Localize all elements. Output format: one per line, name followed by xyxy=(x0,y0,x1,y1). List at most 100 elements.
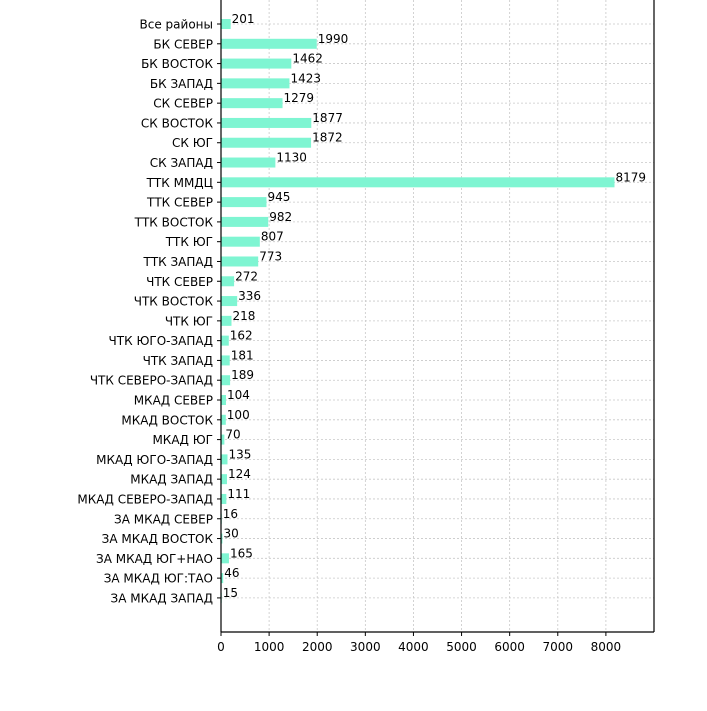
category-label: ЗА МКАД ЗАПАД xyxy=(111,591,214,605)
bar xyxy=(221,315,232,326)
bar xyxy=(221,296,238,307)
category-label: БК СЕВЕР xyxy=(153,37,213,51)
bar xyxy=(221,553,229,564)
bar-value-label: 1423 xyxy=(290,71,321,85)
category-label: ТТК СЕВЕР xyxy=(146,196,213,210)
category-label: ТТК ВОСТОК xyxy=(134,215,214,229)
bar-value-label: 218 xyxy=(232,309,255,323)
bar-value-label: 807 xyxy=(261,230,284,244)
x-tick-label: 6000 xyxy=(494,640,525,654)
bar xyxy=(221,375,231,386)
bar-value-label: 1872 xyxy=(312,131,343,145)
category-label: Все районы xyxy=(140,18,213,32)
bar xyxy=(221,256,259,267)
category-label: ЧТК ЗАПАД xyxy=(143,354,213,368)
category-label: ТТК ЗАПАД xyxy=(142,255,213,269)
bar-value-label: 135 xyxy=(228,447,251,461)
bar xyxy=(221,177,615,188)
category-label: СК ЮГ xyxy=(172,136,213,150)
bar xyxy=(221,414,226,425)
bar xyxy=(221,434,225,445)
category-label: МКАД ВОСТОК xyxy=(121,413,213,427)
bar-value-label: 104 xyxy=(227,388,250,402)
bar-value-label: 1877 xyxy=(312,111,343,125)
bar xyxy=(221,117,312,128)
x-tick-label: 0 xyxy=(217,640,225,654)
bar xyxy=(221,276,235,287)
bar-value-label: 100 xyxy=(227,408,250,422)
bar-value-label: 15 xyxy=(223,586,238,600)
bar-value-label: 272 xyxy=(235,269,258,283)
bar xyxy=(221,98,283,109)
bar xyxy=(221,78,290,89)
category-label: ЗА МКАД ВОСТОК xyxy=(102,532,214,546)
bar-value-label: 945 xyxy=(267,190,290,204)
bar-value-label: 124 xyxy=(228,467,251,481)
bar-value-label: 1990 xyxy=(318,32,349,46)
category-label: СК ЗАПАД xyxy=(150,156,213,170)
bar-value-label: 165 xyxy=(230,546,253,560)
category-label: МКАД ЗАПАД xyxy=(130,473,213,487)
category-label: ТТК ЮГ xyxy=(165,235,213,249)
bar xyxy=(221,216,269,227)
bar-value-label: 982 xyxy=(269,210,292,224)
bar xyxy=(221,38,317,49)
bar-value-label: 46 xyxy=(224,566,239,580)
bar xyxy=(221,19,231,29)
category-label: МКАД СЕВЕРО-ЗАПАД xyxy=(77,492,213,506)
category-label: ТТК ММДЦ xyxy=(146,176,213,190)
value-labels: 201 1990 1462 1423 1279 1877 1872 1130 8179 945 98… xyxy=(223,12,646,600)
x-tick-label: 8000 xyxy=(591,640,622,654)
x-tick-label: 5000 xyxy=(446,640,477,654)
bar-value-label: 1279 xyxy=(284,91,315,105)
bar xyxy=(221,197,267,208)
bar xyxy=(221,454,228,465)
x-tick-label: 3000 xyxy=(350,640,381,654)
category-labels: Все районы БК СЕВЕР БК ВОСТОК БК ЗАПАД СК СЕ… xyxy=(77,18,213,606)
category-label: ЧТК ВОСТОК xyxy=(134,295,214,309)
bar-value-label: 189 xyxy=(231,368,254,382)
bar-value-label: 201 xyxy=(232,12,255,26)
x-axis-ticks: 0 1000 2000 3000 4000 5000 6000 7000 8000 xyxy=(217,640,621,654)
bar xyxy=(221,355,230,366)
bars xyxy=(221,19,615,603)
category-label: БК ЗАПАД xyxy=(150,77,213,91)
bar-value-label: 8179 xyxy=(616,170,647,184)
bar-value-label: 181 xyxy=(231,348,254,362)
bar xyxy=(221,137,312,148)
bar-value-label: 336 xyxy=(238,289,261,303)
bar xyxy=(221,236,260,247)
axes xyxy=(217,0,655,636)
x-tick-label: 7000 xyxy=(543,640,574,654)
category-label: БК ВОСТОК xyxy=(141,57,213,71)
category-label: МКАД СЕВЕР xyxy=(134,394,213,408)
bar xyxy=(221,58,292,69)
category-label: ЗА МКАД ЮГ:ТАО xyxy=(104,572,213,586)
bar-value-label: 1462 xyxy=(292,52,323,66)
bar-value-label: 773 xyxy=(259,249,282,263)
bar-value-label: 70 xyxy=(225,428,240,442)
category-label: ЧТК ЮГО-ЗАПАД xyxy=(109,334,213,348)
bar xyxy=(221,573,224,584)
category-label: ЧТК СЕВЕР xyxy=(146,275,213,289)
category-label: ЗА МКАД ЮГ+НАО xyxy=(96,552,213,566)
x-tick-label: 2000 xyxy=(302,640,333,654)
category-label: СК СЕВЕР xyxy=(153,97,213,111)
bar-value-label: 30 xyxy=(223,527,238,541)
bar xyxy=(221,474,227,485)
bar xyxy=(221,157,276,168)
category-label: ЗА МКАД СЕВЕР xyxy=(114,512,213,526)
bar-value-label: 111 xyxy=(227,487,250,501)
x-tick-label: 4000 xyxy=(398,640,429,654)
category-label: ЧТК ЮГ xyxy=(165,314,213,328)
category-label: СК ВОСТОК xyxy=(141,116,214,130)
bar-value-label: 162 xyxy=(230,329,253,343)
bar-value-label: 16 xyxy=(223,507,238,521)
category-label: МКАД ЮГ xyxy=(152,433,213,447)
x-tick-label: 1000 xyxy=(254,640,285,654)
bar xyxy=(221,533,223,544)
bar-value-label: 1130 xyxy=(276,151,307,165)
bar xyxy=(221,335,229,346)
